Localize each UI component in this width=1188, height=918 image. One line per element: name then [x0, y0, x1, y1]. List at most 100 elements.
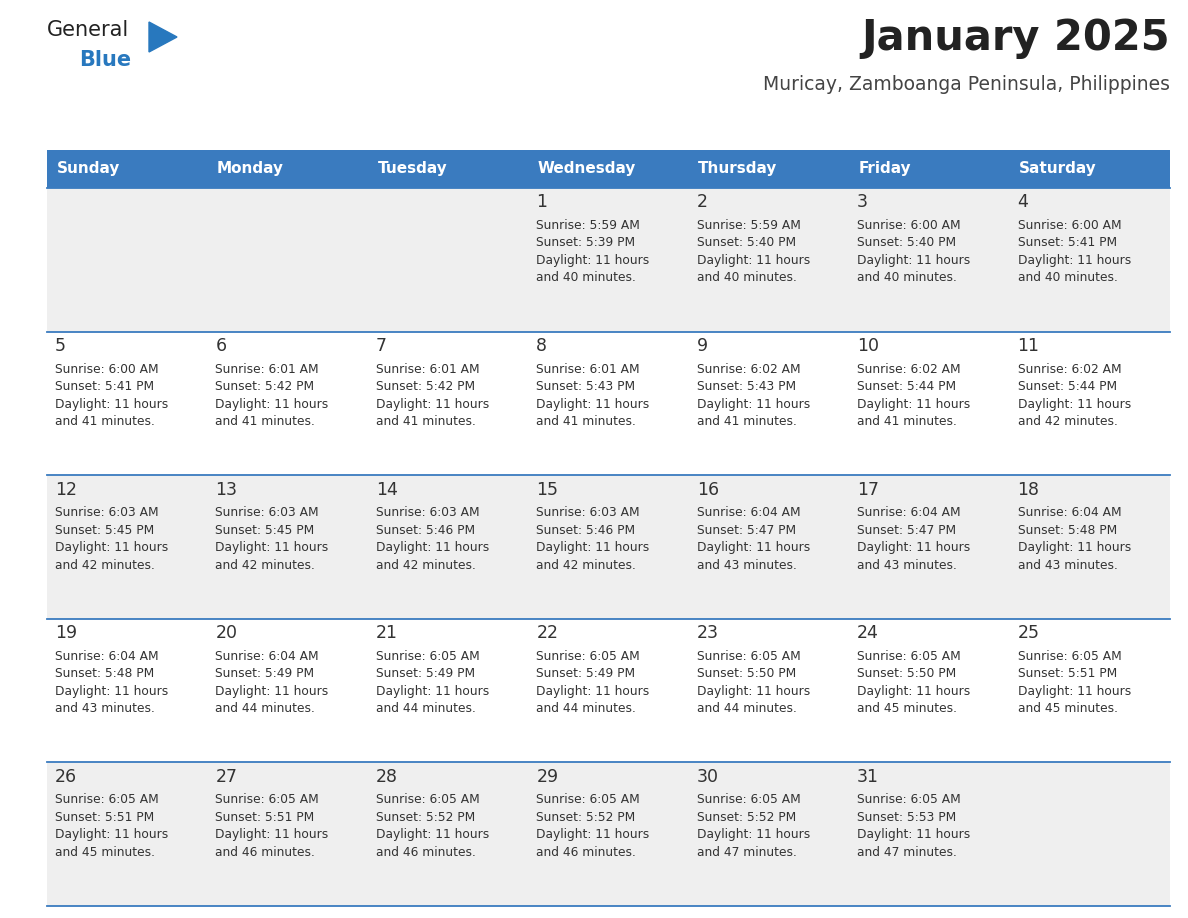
Text: and 40 minutes.: and 40 minutes.: [858, 272, 958, 285]
Text: Sunset: 5:51 PM: Sunset: 5:51 PM: [215, 811, 315, 823]
Text: and 41 minutes.: and 41 minutes.: [55, 415, 154, 428]
Bar: [48, 331, 208, 476]
Text: Sunrise: 6:01 AM: Sunrise: 6:01 AM: [375, 363, 480, 375]
Text: Sunrise: 5:59 AM: Sunrise: 5:59 AM: [696, 219, 801, 232]
Text: and 46 minutes.: and 46 minutes.: [375, 845, 475, 859]
Text: 18: 18: [1018, 481, 1040, 498]
Text: Sunset: 5:49 PM: Sunset: 5:49 PM: [375, 667, 475, 680]
Text: Sunset: 5:48 PM: Sunset: 5:48 PM: [1018, 523, 1117, 537]
Text: and 40 minutes.: and 40 minutes.: [696, 272, 797, 285]
Text: Sunset: 5:50 PM: Sunset: 5:50 PM: [858, 667, 956, 680]
Text: Sunset: 5:45 PM: Sunset: 5:45 PM: [55, 523, 154, 537]
Text: Daylight: 11 hours: Daylight: 11 hours: [858, 542, 971, 554]
Text: Sunrise: 6:02 AM: Sunrise: 6:02 AM: [696, 363, 801, 375]
Text: 20: 20: [215, 624, 238, 643]
Text: 30: 30: [696, 767, 719, 786]
Text: Sunrise: 6:04 AM: Sunrise: 6:04 AM: [1018, 506, 1121, 520]
Text: 3: 3: [858, 194, 868, 211]
Text: Daylight: 11 hours: Daylight: 11 hours: [1018, 685, 1131, 698]
Text: 14: 14: [375, 481, 398, 498]
Text: Sunrise: 6:03 AM: Sunrise: 6:03 AM: [55, 506, 159, 520]
Text: Sunset: 5:40 PM: Sunset: 5:40 PM: [858, 237, 956, 250]
Bar: [689, 331, 849, 476]
Bar: [849, 763, 1010, 906]
Text: Sunrise: 6:05 AM: Sunrise: 6:05 AM: [215, 793, 320, 806]
Text: Sunset: 5:50 PM: Sunset: 5:50 PM: [696, 667, 796, 680]
Text: Sunday: Sunday: [57, 162, 120, 176]
Text: Sunrise: 6:00 AM: Sunrise: 6:00 AM: [1018, 219, 1121, 232]
Bar: [529, 476, 689, 619]
Bar: [849, 331, 1010, 476]
Text: 4: 4: [1018, 194, 1029, 211]
Text: Daylight: 11 hours: Daylight: 11 hours: [215, 685, 329, 698]
Text: Sunrise: 6:05 AM: Sunrise: 6:05 AM: [1018, 650, 1121, 663]
Text: Sunset: 5:46 PM: Sunset: 5:46 PM: [375, 523, 475, 537]
Text: Sunset: 5:51 PM: Sunset: 5:51 PM: [1018, 667, 1117, 680]
Text: and 47 minutes.: and 47 minutes.: [696, 845, 797, 859]
Text: and 46 minutes.: and 46 minutes.: [536, 845, 637, 859]
Text: and 47 minutes.: and 47 minutes.: [858, 845, 958, 859]
Text: and 45 minutes.: and 45 minutes.: [858, 702, 958, 715]
Text: Sunset: 5:45 PM: Sunset: 5:45 PM: [215, 523, 315, 537]
Text: Daylight: 11 hours: Daylight: 11 hours: [1018, 397, 1131, 410]
Text: and 40 minutes.: and 40 minutes.: [1018, 272, 1118, 285]
Text: Sunset: 5:52 PM: Sunset: 5:52 PM: [375, 811, 475, 823]
Text: 26: 26: [55, 767, 77, 786]
Bar: [849, 476, 1010, 619]
Text: and 40 minutes.: and 40 minutes.: [536, 272, 637, 285]
Text: Sunset: 5:39 PM: Sunset: 5:39 PM: [536, 237, 636, 250]
Text: Tuesday: Tuesday: [378, 162, 447, 176]
Text: Sunset: 5:41 PM: Sunset: 5:41 PM: [1018, 237, 1117, 250]
Text: and 42 minutes.: and 42 minutes.: [215, 559, 315, 572]
Bar: [208, 331, 368, 476]
Text: Daylight: 11 hours: Daylight: 11 hours: [375, 542, 489, 554]
Text: Daylight: 11 hours: Daylight: 11 hours: [696, 828, 810, 842]
Text: Sunset: 5:48 PM: Sunset: 5:48 PM: [55, 667, 154, 680]
Text: Daylight: 11 hours: Daylight: 11 hours: [536, 685, 650, 698]
Text: Daylight: 11 hours: Daylight: 11 hours: [696, 542, 810, 554]
Text: Daylight: 11 hours: Daylight: 11 hours: [215, 542, 329, 554]
Text: Sunset: 5:49 PM: Sunset: 5:49 PM: [536, 667, 636, 680]
Text: and 44 minutes.: and 44 minutes.: [215, 702, 315, 715]
Bar: [1010, 188, 1170, 331]
Text: Sunset: 5:47 PM: Sunset: 5:47 PM: [696, 523, 796, 537]
Text: Daylight: 11 hours: Daylight: 11 hours: [55, 397, 169, 410]
Text: Sunrise: 6:03 AM: Sunrise: 6:03 AM: [375, 506, 480, 520]
Bar: [208, 188, 368, 331]
Text: 15: 15: [536, 481, 558, 498]
Text: and 43 minutes.: and 43 minutes.: [696, 559, 797, 572]
Bar: [689, 619, 849, 763]
Text: and 43 minutes.: and 43 minutes.: [858, 559, 958, 572]
Text: and 41 minutes.: and 41 minutes.: [858, 415, 958, 428]
Text: Daylight: 11 hours: Daylight: 11 hours: [55, 685, 169, 698]
Text: 22: 22: [536, 624, 558, 643]
Text: Sunrise: 6:01 AM: Sunrise: 6:01 AM: [215, 363, 320, 375]
Text: Daylight: 11 hours: Daylight: 11 hours: [215, 828, 329, 842]
Text: Sunset: 5:44 PM: Sunset: 5:44 PM: [858, 380, 956, 393]
Text: Daylight: 11 hours: Daylight: 11 hours: [55, 542, 169, 554]
Text: 31: 31: [858, 767, 879, 786]
Bar: [849, 150, 1010, 188]
Text: Sunset: 5:49 PM: Sunset: 5:49 PM: [215, 667, 315, 680]
Bar: [368, 150, 529, 188]
Text: and 42 minutes.: and 42 minutes.: [375, 559, 475, 572]
Text: Sunset: 5:42 PM: Sunset: 5:42 PM: [375, 380, 475, 393]
Text: Sunrise: 6:02 AM: Sunrise: 6:02 AM: [1018, 363, 1121, 375]
Text: Sunrise: 6:05 AM: Sunrise: 6:05 AM: [55, 793, 159, 806]
Bar: [689, 763, 849, 906]
Text: Sunrise: 6:05 AM: Sunrise: 6:05 AM: [375, 793, 480, 806]
Text: and 45 minutes.: and 45 minutes.: [55, 845, 154, 859]
Bar: [849, 619, 1010, 763]
Bar: [1010, 619, 1170, 763]
Text: Sunrise: 6:03 AM: Sunrise: 6:03 AM: [536, 506, 640, 520]
Text: Sunrise: 6:02 AM: Sunrise: 6:02 AM: [858, 363, 961, 375]
Bar: [1010, 476, 1170, 619]
Text: Sunset: 5:47 PM: Sunset: 5:47 PM: [858, 523, 956, 537]
Bar: [368, 476, 529, 619]
Text: 1: 1: [536, 194, 548, 211]
Text: Sunrise: 6:04 AM: Sunrise: 6:04 AM: [858, 506, 961, 520]
Text: 6: 6: [215, 337, 227, 355]
Text: and 41 minutes.: and 41 minutes.: [375, 415, 475, 428]
Bar: [1010, 331, 1170, 476]
Text: Daylight: 11 hours: Daylight: 11 hours: [696, 685, 810, 698]
